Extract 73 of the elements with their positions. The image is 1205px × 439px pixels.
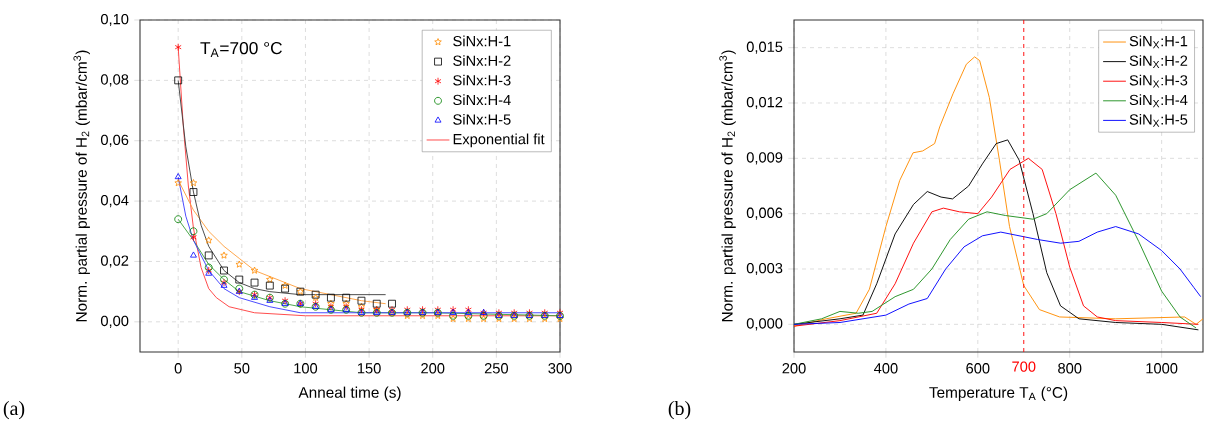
x-tick-label: 250 bbox=[484, 363, 509, 374]
point bbox=[220, 266, 228, 275]
y-tick-label: 0,06 bbox=[100, 134, 129, 147]
point bbox=[281, 284, 289, 293]
point bbox=[174, 173, 182, 180]
legend-label: SiNx:H-4 bbox=[453, 94, 511, 106]
y-tick-label: 0,08 bbox=[100, 74, 129, 87]
y-tick-label: 0,006 bbox=[746, 207, 783, 220]
x-tick-label: 200 bbox=[421, 363, 445, 374]
point bbox=[235, 260, 243, 268]
point bbox=[205, 236, 213, 244]
legend-label: SiNx:H-3 bbox=[453, 74, 511, 86]
y-tick-label: 0,009 bbox=[746, 152, 783, 165]
point bbox=[266, 275, 274, 283]
point bbox=[388, 299, 396, 308]
point bbox=[190, 251, 197, 258]
point bbox=[235, 275, 244, 284]
legend-label: SiN$_{X}$:H-3 bbox=[1129, 74, 1188, 88]
point bbox=[174, 76, 183, 85]
point bbox=[357, 302, 366, 310]
point bbox=[327, 293, 335, 302]
legend-label: SiN$_{X}$:H-4 bbox=[1129, 94, 1188, 108]
point bbox=[189, 227, 198, 236]
ref-line-label: 700 bbox=[1012, 361, 1036, 372]
x-tick-label: 150 bbox=[357, 363, 381, 374]
legend-label: SiNx:H-5 bbox=[453, 113, 511, 125]
legend-label: Exponential fit bbox=[453, 133, 545, 148]
x-tick-label: 50 bbox=[234, 363, 250, 374]
x-axis-title: Temperature T$_{A}$ (°C) bbox=[929, 386, 1068, 401]
y-tick-label: 0,00 bbox=[100, 315, 129, 328]
point bbox=[342, 299, 350, 307]
y-tick-label: 0,04 bbox=[100, 195, 129, 208]
point bbox=[204, 251, 213, 260]
point bbox=[174, 215, 183, 224]
annotation: T$_{A}$=700 °C bbox=[200, 41, 282, 57]
point bbox=[174, 43, 182, 52]
x-tick-label: 0 bbox=[174, 363, 182, 374]
x-tick-label: 800 bbox=[1058, 363, 1082, 374]
x-tick-label: 600 bbox=[966, 363, 990, 374]
y-tick-label: 0,012 bbox=[746, 96, 783, 110]
x-tick-label: 400 bbox=[874, 363, 898, 374]
text: (b) bbox=[668, 401, 691, 420]
y-tick-label: 0,02 bbox=[100, 255, 129, 268]
legend-label: SiN$_{X}$:H-1 bbox=[1129, 35, 1188, 49]
x-tick-label: 200 bbox=[782, 363, 806, 374]
y-tick-label: 0,000 bbox=[746, 318, 783, 331]
point bbox=[281, 281, 289, 289]
y-tick-label: 0,015 bbox=[746, 41, 783, 54]
point bbox=[265, 281, 274, 290]
point bbox=[250, 278, 259, 287]
point bbox=[357, 296, 366, 305]
point bbox=[174, 179, 182, 187]
point bbox=[190, 233, 197, 242]
legend-label: SiNx:H-1 bbox=[453, 35, 511, 47]
y-axis-title: Norm. partial pressure of H$_{2}$ (mbar/cm$^{3}$) bbox=[719, 50, 736, 322]
point bbox=[189, 188, 198, 196]
x-tick-label: 300 bbox=[548, 363, 572, 374]
point bbox=[220, 251, 228, 259]
point bbox=[372, 299, 381, 308]
x-tick-label: 100 bbox=[294, 363, 318, 374]
point bbox=[250, 266, 259, 274]
point bbox=[342, 293, 351, 302]
legend-label: SiNx:H-2 bbox=[453, 55, 511, 66]
x-axis-title: Anneal time (s) bbox=[298, 386, 401, 401]
y-tick-label: 0,003 bbox=[746, 262, 783, 276]
point bbox=[327, 299, 335, 307]
legend-label: SiN$_{X}$:H-2 bbox=[1129, 55, 1188, 68]
legend-label: SiN$_{X}$:H-5 bbox=[1129, 113, 1188, 127]
x-tick-label: 1000 bbox=[1146, 363, 1178, 374]
point bbox=[189, 179, 198, 187]
y-axis-title: Norm. partial pressure of H$_{2}$ (mbar/cm$^{3}$) bbox=[73, 50, 90, 322]
y-tick-label: 0,10 bbox=[100, 13, 129, 27]
text: (a) bbox=[3, 401, 25, 420]
